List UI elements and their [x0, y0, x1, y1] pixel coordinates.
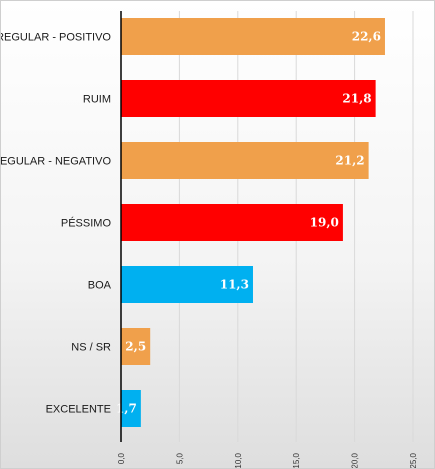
value-label: 22,6 [352, 30, 381, 44]
value-label: 21,8 [342, 92, 371, 106]
value-label: 21,2 [335, 154, 364, 168]
bar [121, 18, 385, 55]
value-label: 2,5 [125, 340, 146, 354]
x-tick-label: 20,0 [351, 452, 360, 468]
x-tick-label: 15,0 [292, 452, 301, 468]
x-tick-label: 5,0 [175, 452, 184, 464]
value-label: 1,7 [116, 402, 137, 416]
bar [121, 80, 376, 117]
bar [121, 142, 369, 179]
category-label: BOA [88, 280, 112, 292]
value-label: 11,3 [220, 278, 249, 292]
x-tick-label: 25,0 [409, 452, 418, 468]
bar [121, 328, 151, 365]
bar [121, 390, 141, 427]
bar [121, 204, 343, 241]
category-label: NS / SR [71, 342, 111, 354]
category-label: PÉSSIMO [61, 217, 112, 230]
x-tick-label: 0,0 [117, 452, 126, 464]
category-label: REGULAR - POSITIVO [1, 32, 111, 44]
category-label: REGULAR - NEGATIVO [1, 156, 111, 168]
bar [121, 266, 253, 303]
category-label: EXCELENTE [46, 404, 111, 416]
x-tick-label: 10,0 [234, 452, 243, 468]
value-label: 19,0 [310, 216, 339, 230]
category-label: RUIM [83, 94, 111, 106]
